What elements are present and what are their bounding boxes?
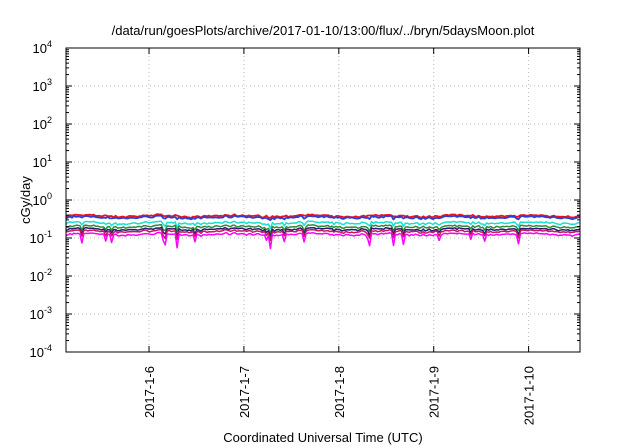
y-axis-label: cGy/day <box>18 176 33 224</box>
x-axis: 2017-1-6 2017-1-7 2017-1-8 2017-1-9 2017-1-1… <box>142 48 537 425</box>
series-layer <box>65 213 581 250</box>
y-tick-label: 104 <box>33 39 52 56</box>
x-axis-label: Coordinated Universal Time (UTC) <box>223 430 422 445</box>
x-tick-label: 2017-1-6 <box>142 366 157 418</box>
x-tick-label: 2017-1-9 <box>427 366 442 418</box>
series-line <box>65 226 581 238</box>
x-tick-label: 2017-1-8 <box>332 366 347 418</box>
series-line <box>65 214 580 222</box>
y-tick-label: 10-1 <box>30 229 52 246</box>
y-tick-label: 101 <box>33 153 52 170</box>
chart-title: /data/run/goesPlots/archive/2017-01-10/1… <box>112 23 535 38</box>
y-tick-label: 102 <box>33 115 52 132</box>
y-tick-label: 100 <box>33 191 52 208</box>
y-tick-label: 103 <box>33 77 52 94</box>
x-tick-label: 2017-1-10 <box>522 366 537 425</box>
y-tick-label: 10-4 <box>30 343 52 360</box>
y-axis: 10-4 10-3 10-2 10-1 100 101 102 103 104 <box>30 39 580 360</box>
series-line <box>65 213 580 219</box>
series-line <box>65 223 581 234</box>
y-tick-label: 10-2 <box>30 267 52 284</box>
x-tick-label: 2017-1-7 <box>237 366 252 418</box>
grid <box>66 48 580 352</box>
series-line <box>65 231 581 250</box>
y-tick-label: 10-3 <box>30 305 52 322</box>
series-line <box>65 228 581 242</box>
series-line <box>65 220 581 230</box>
